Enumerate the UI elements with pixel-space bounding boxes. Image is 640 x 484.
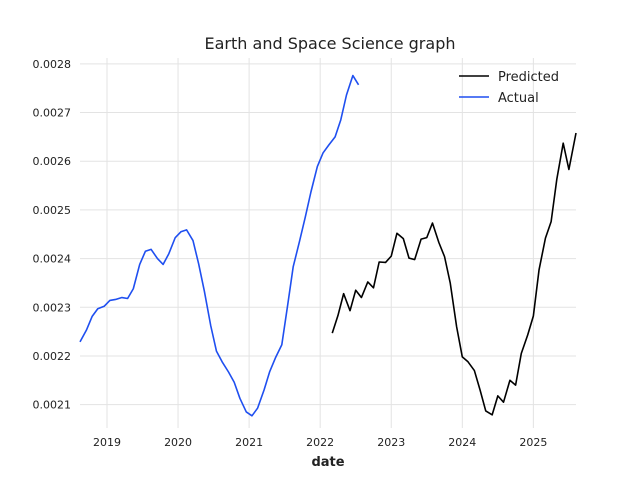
y-tick-label: 0.0027: [33, 107, 72, 120]
y-tick-label: 0.0021: [33, 399, 72, 412]
legend-label-predicted: Predicted: [498, 70, 559, 85]
x-tick-label: 2024: [448, 436, 476, 449]
y-tick-label: 0.0024: [33, 253, 72, 266]
legend-label-actual: Actual: [498, 91, 539, 106]
series-layer: [79, 74, 577, 417]
x-tick-label: 2019: [93, 436, 121, 449]
y-tick-label: 0.0023: [33, 301, 72, 314]
y-tick-label: 0.0022: [33, 350, 72, 363]
y-tick-label: 0.0025: [33, 204, 72, 217]
legend: Predicted Actual: [459, 70, 559, 106]
chart-title: Earth and Space Science graph: [205, 34, 456, 53]
x-tick-label: 2025: [519, 436, 547, 449]
y-tick-label: 0.0026: [33, 155, 72, 168]
y-tick-label: 0.0028: [33, 58, 72, 71]
series-line-predicted: [331, 132, 577, 416]
x-axis-label: date: [311, 455, 344, 470]
x-tick-label: 2022: [306, 436, 334, 449]
x-tick-label: 2020: [164, 436, 192, 449]
grid: [80, 58, 576, 428]
series-line-actual: [79, 74, 360, 417]
x-tick-label: 2023: [377, 436, 405, 449]
x-tick-label: 2021: [235, 436, 263, 449]
y-axis-ticks: 0.0021 0.0022 0.0023 0.0024 0.0025 0.0026 0.00…: [33, 58, 72, 412]
x-axis-ticks: 2019 2020 2021 2022 2023 2024 2025: [93, 436, 547, 449]
